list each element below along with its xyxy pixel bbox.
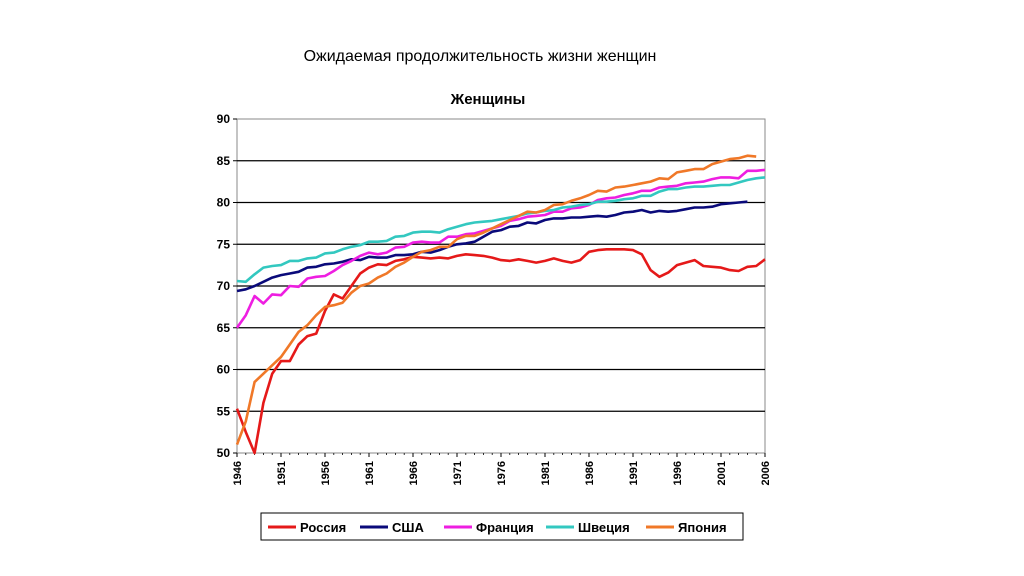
chart-title: Женщины — [450, 91, 526, 108]
legend-label-1: США — [392, 520, 424, 535]
y-axis: 90 85 80 75 70 65 60 55 50 — [217, 112, 237, 460]
x-tick-label: 2006 — [760, 461, 772, 485]
series-line-3 — [236, 176, 766, 284]
legend-label-4: Япония — [678, 520, 727, 535]
gridlines — [237, 160, 765, 412]
y-tick-label: 65 — [217, 321, 231, 335]
x-tick-label: 1966 — [408, 461, 420, 485]
slide-title: Ожидаемая продолжительность жизни женщин — [303, 48, 657, 65]
x-tick-label: 2001 — [716, 461, 728, 485]
y-tick-label: 90 — [217, 112, 231, 126]
series-line-2 — [235, 168, 766, 329]
x-tick-label: 1976 — [496, 461, 508, 485]
x-tick-label: 1951 — [276, 461, 288, 485]
series-line-4 — [235, 154, 757, 446]
series-lines — [235, 154, 766, 455]
y-tick-label: 70 — [217, 279, 231, 293]
x-tick-label: 1946 — [232, 461, 244, 485]
legend-label-3: Швеция — [578, 520, 630, 535]
x-tick-label: 1986 — [584, 461, 596, 485]
series-line-0 — [235, 248, 766, 455]
y-tick-label: 50 — [217, 446, 231, 460]
x-tick-label: 1956 — [320, 461, 332, 485]
legend-label-0: Россия — [300, 520, 346, 535]
x-tick-label: 1981 — [540, 461, 552, 485]
legend: Россия США Франция Швеция Япония — [260, 512, 744, 541]
y-tick-label: 55 — [217, 404, 231, 418]
legend-label-2: Франция — [476, 520, 534, 535]
y-tick-label: 85 — [217, 154, 231, 168]
y-tick-label: 75 — [217, 237, 231, 251]
x-tick-label: 1996 — [672, 461, 684, 485]
series-line-1 — [236, 200, 748, 293]
y-tick-label: 60 — [217, 363, 231, 377]
x-tick-label: 1961 — [364, 461, 376, 485]
x-tick-label: 1971 — [452, 461, 464, 485]
y-tick-label: 80 — [217, 196, 231, 210]
x-axis: 1946 1951 1956 1961 1966 1971 1976 1981 1986 1991… — [232, 453, 772, 485]
x-tick-label: 1991 — [628, 461, 640, 485]
